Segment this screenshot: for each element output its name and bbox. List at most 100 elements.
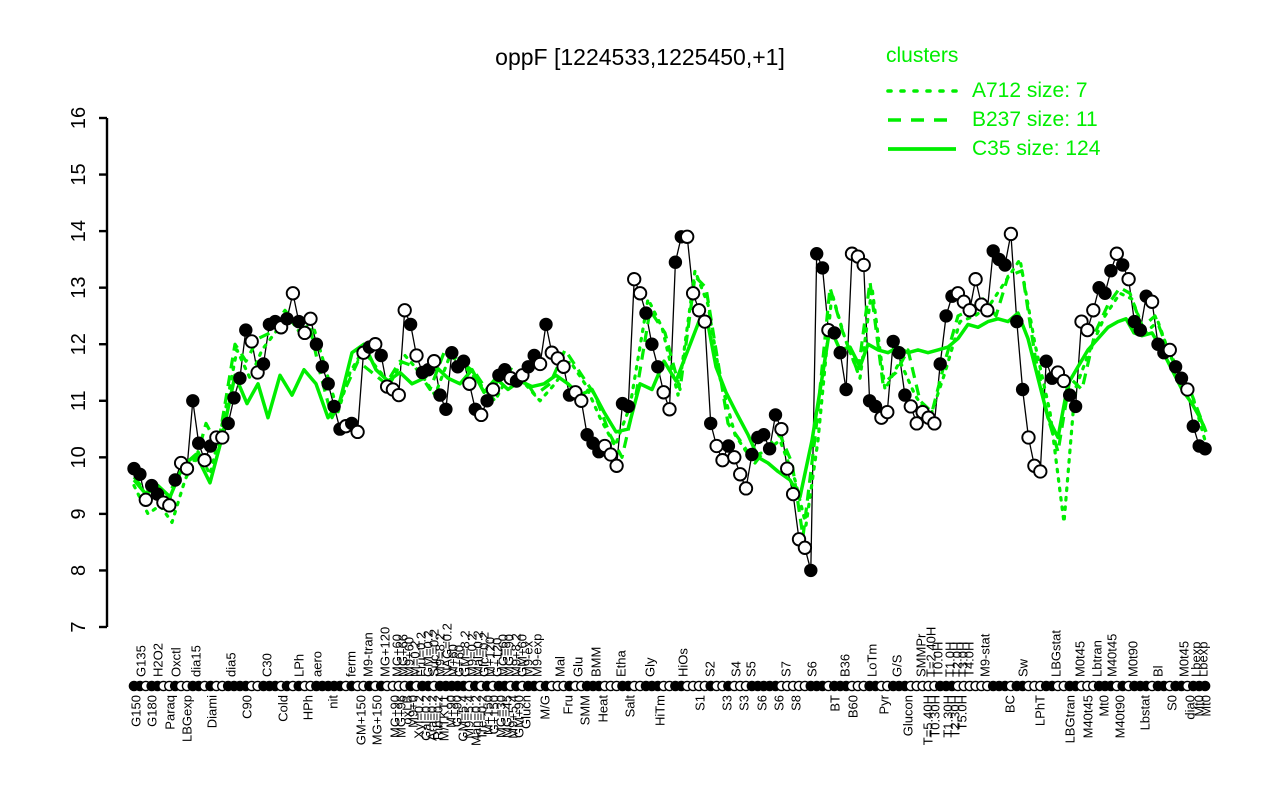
x-axis-label-bottom: nit xyxy=(326,695,341,709)
x-axis-label-bottom: M9=5.4 xyxy=(462,695,477,739)
gene-point-filled xyxy=(221,416,235,431)
y-axis-tick-label: 8 xyxy=(68,565,90,576)
gene-point-open xyxy=(350,424,365,440)
x-axis-label-top: T0.0H xyxy=(931,642,946,677)
gene-point-open xyxy=(662,402,677,417)
y-axis-tick-label: 11 xyxy=(68,390,90,411)
x-axis-label-top: LPh xyxy=(292,654,307,677)
x-axis-label-top: MG+60 xyxy=(390,634,405,677)
gene-point-filled xyxy=(839,382,853,397)
x-axis-label-top: NAG=0.2 xyxy=(440,623,455,677)
x-axis-label-bottom: Salt xyxy=(623,695,638,718)
gene-point-open xyxy=(697,314,712,329)
x-axis-label-top: GM=0.2 xyxy=(421,630,436,677)
gene-point-open xyxy=(880,404,895,420)
gene-point-open xyxy=(215,430,230,445)
x-axis-label-bottom: MG+96 xyxy=(394,695,409,738)
x-axis-label-top: Mal xyxy=(553,656,568,677)
x-axis-label-top: T1.0H xyxy=(943,642,958,677)
x-axis-label-bottom: oxLB xyxy=(400,695,415,725)
gene-point-filled xyxy=(186,394,200,408)
dashed-line-sample-icon xyxy=(888,117,956,122)
gene-point-open xyxy=(303,311,318,326)
x-axis-label-top: LBGstat xyxy=(1049,630,1064,677)
x-axis-label-bottom: M+150 xyxy=(481,695,496,735)
x-axis-label-top: M9-ex xyxy=(521,640,536,677)
x-axis-label-top: Glc=0.2 xyxy=(477,632,492,677)
x-axis-label-bottom: M40t45 xyxy=(1081,695,1096,738)
gene-point-filled xyxy=(168,473,182,487)
gene-point-open xyxy=(162,498,177,513)
gene-point-filled xyxy=(815,261,830,275)
x-axis-label-top: Oxctl xyxy=(169,647,184,677)
x-axis-label-top: M9+8.2 xyxy=(509,633,524,677)
x-axis-label-bottom: BT xyxy=(828,695,843,712)
gene-point-open xyxy=(691,303,707,318)
gene-point-filled xyxy=(315,360,329,374)
x-axis-label-top: MG+120 xyxy=(378,627,393,677)
condition-marker xyxy=(1199,680,1211,692)
gene-point-open xyxy=(179,461,195,476)
gene-point-open xyxy=(632,286,648,301)
x-axis-label-bottom: LBGtran xyxy=(1063,695,1078,743)
gene-point-filled xyxy=(521,360,535,374)
x-axis-label-bottom: Fru xyxy=(561,695,576,715)
x-axis-label-top: M9-stat xyxy=(978,633,993,677)
x-axis-label-top: GM+60 xyxy=(515,634,530,677)
x-axis-label-top: T=2.40H xyxy=(924,627,939,677)
legend-entry-b237: B237 size: 11 xyxy=(886,105,1100,134)
y-axis-tick-label: 15 xyxy=(68,163,90,185)
gene-point-open xyxy=(409,348,424,363)
x-axis-label-bottom: Mt0 xyxy=(1097,695,1112,717)
x-axis-label-top: S4 xyxy=(729,661,744,677)
x-axis-label-top: Mal=0.2 xyxy=(471,630,486,677)
gene-point-open xyxy=(968,272,983,287)
x-axis-label-top: aero xyxy=(310,651,325,677)
gene-point-open xyxy=(197,453,212,468)
legend-label-a712: A712 size: 7 xyxy=(972,78,1088,102)
gene-point-filled xyxy=(1168,360,1183,374)
x-axis-label-top: M0t45 xyxy=(1177,641,1192,677)
gene-point-filled xyxy=(668,255,683,269)
x-axis-label-bottom: M9+5.4 xyxy=(506,695,521,739)
x-axis-label-top: MG=60 xyxy=(496,634,511,677)
gene-point-filled xyxy=(768,408,783,422)
x-axis-label-bottom: Ara=0.2 xyxy=(425,695,440,741)
x-axis-label-bottom: Lbstat xyxy=(1138,695,1153,731)
x-axis-label-bottom: T5.0H xyxy=(955,695,970,730)
gene-point-filled xyxy=(1198,442,1212,456)
x-axis-label-bottom: HiTm xyxy=(653,695,668,726)
gene-point-filled xyxy=(1116,258,1130,272)
x-axis-label-top: Etha xyxy=(614,649,629,677)
gene-point-open xyxy=(1021,430,1036,445)
dotted-line-sample-icon xyxy=(886,88,958,93)
x-axis-label-bottom: S3 xyxy=(720,695,735,711)
gene-point-filled xyxy=(898,388,912,402)
x-axis-label-bottom: Heat xyxy=(596,695,611,723)
x-axis-label-bottom: Cold xyxy=(276,695,291,722)
gene-point-open xyxy=(656,385,671,400)
gene-point-open xyxy=(556,359,571,374)
gene-point-open xyxy=(1180,382,1195,397)
gene-point-open xyxy=(485,382,501,397)
x-axis-label-bottom: Pyr xyxy=(877,694,892,714)
gene-point-open xyxy=(962,303,977,318)
gene-point-filled xyxy=(1186,419,1201,433)
x-axis-label-bottom: Diami xyxy=(205,695,220,728)
gene-point-filled xyxy=(403,317,418,332)
plot-title: oppF [1224533,1225450,+1] xyxy=(495,44,785,70)
gene-point-open xyxy=(733,467,748,482)
x-axis-label-top: Fru=0.2 xyxy=(414,632,429,677)
gene-point-filled xyxy=(892,346,906,360)
gene-point-filled xyxy=(456,354,471,368)
x-axis-label-bottom: BC xyxy=(1003,695,1018,713)
y-axis-tick-label: 12 xyxy=(68,333,90,355)
x-axis-label-top: T3.0H xyxy=(956,642,971,677)
legend-entry-a712: A712 size: 7 xyxy=(886,76,1100,105)
gene-point-filled xyxy=(1174,371,1189,385)
x-axis-label-bottom: Rib=0.2 xyxy=(431,695,446,740)
gene-point-open xyxy=(391,387,406,403)
x-axis-label-bottom: Glucon xyxy=(901,695,916,736)
x-axis-label-top: M9-exp xyxy=(530,634,545,677)
